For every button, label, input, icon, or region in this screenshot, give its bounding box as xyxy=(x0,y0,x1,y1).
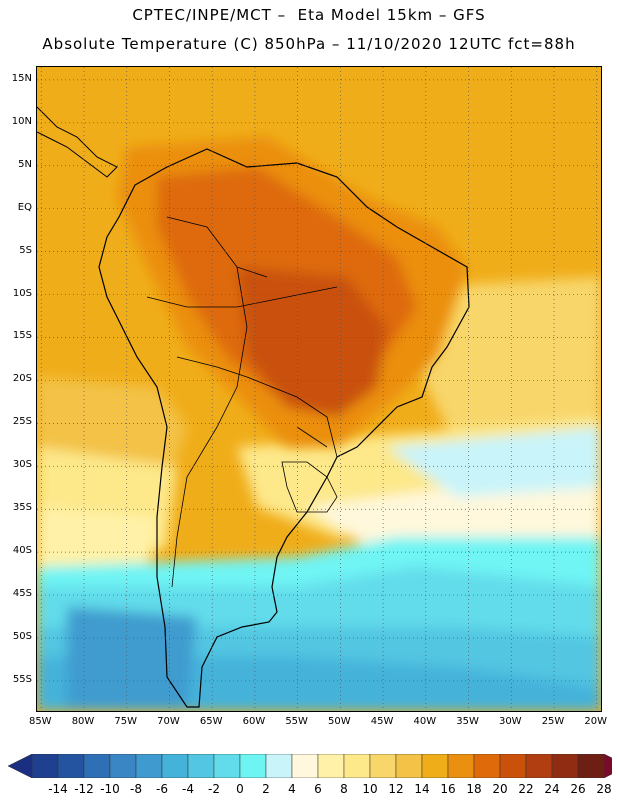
colorbar-tick-label: 26 xyxy=(570,782,586,796)
lon-label: 40W xyxy=(413,716,437,727)
colorbar-swatch xyxy=(317,754,345,778)
lat-label: 50S xyxy=(12,631,32,642)
map-title-line1: CPTEC/INPE/MCT – Eta Model 15km – GFS xyxy=(132,6,486,24)
colorbar-swatch xyxy=(57,754,85,778)
lat-label: 15S xyxy=(12,330,32,342)
colorbar-tick-label: 20 xyxy=(492,782,508,796)
colorbar-tick-label: 16 xyxy=(440,782,456,796)
colorbar-tick-label: -2 xyxy=(208,782,220,796)
lat-label: 25S xyxy=(12,416,32,428)
lon-label: 80W xyxy=(71,716,95,727)
colorbar-swatch xyxy=(499,754,527,778)
colorbar-tick-label: -10 xyxy=(100,782,120,796)
graticule xyxy=(37,67,601,711)
lon-label: 45W xyxy=(370,716,394,727)
lon-label: 30W xyxy=(498,716,522,727)
central-america-outline xyxy=(37,106,118,178)
colorbar-tick-label: -4 xyxy=(182,782,194,796)
lon-label: 65W xyxy=(199,716,223,727)
lat-label: 15N xyxy=(11,72,32,84)
lat-label: 30S xyxy=(12,459,32,471)
colorbar-tick-label: -6 xyxy=(156,782,168,796)
colorbar xyxy=(8,754,612,778)
colorbar-swatch xyxy=(187,754,215,778)
lat-label: EQ xyxy=(17,201,32,213)
colorbar-swatch xyxy=(291,754,319,778)
lon-label: 50W xyxy=(328,716,351,727)
colorbar-tick-label: 4 xyxy=(288,782,296,796)
colorbar-swatch xyxy=(369,754,397,778)
colorbar-tick-label: 22 xyxy=(518,782,534,796)
map-title-line2: Absolute Temperature (C) 850hPa – 11/10/… xyxy=(42,35,576,53)
colorbar-left-arrow xyxy=(8,754,33,778)
continent-warm-core xyxy=(117,137,467,447)
colorbar-tick-label: 8 xyxy=(340,782,348,796)
map-svg xyxy=(37,67,601,711)
lat-label: 20S xyxy=(12,373,32,385)
lat-label: 5N xyxy=(18,158,32,170)
lat-label: 45S xyxy=(12,588,32,600)
south-america-outline xyxy=(98,148,470,708)
lon-label: 75W xyxy=(114,716,138,727)
colorbar-swatch xyxy=(31,754,59,778)
lat-label: 10S xyxy=(12,287,32,299)
colorbar-swatch xyxy=(239,754,267,778)
colorbar-tick-label: 24 xyxy=(544,782,560,796)
colorbar-swatch xyxy=(109,754,137,778)
colorbar-swatch xyxy=(551,754,579,778)
colorbar-swatch xyxy=(83,754,111,778)
lon-label: 70W xyxy=(157,716,180,727)
colorbar-tick-label: -14 xyxy=(48,782,68,796)
lon-label: 25W xyxy=(541,716,565,727)
colorbar-swatch xyxy=(343,754,371,778)
colorbar-swatch xyxy=(577,754,605,778)
colorbar-tick-label: 2 xyxy=(262,782,270,796)
colorbar-tick-label: 18 xyxy=(466,782,482,796)
colorbar-swatch xyxy=(265,754,293,778)
temperature-map xyxy=(36,66,602,712)
lat-label: 35S xyxy=(12,502,32,514)
colorbar-swatch xyxy=(135,754,163,778)
colorbar-right-arrow xyxy=(603,754,612,778)
colorbar-swatch xyxy=(421,754,449,778)
colorbar-tick-label: 28 xyxy=(596,782,612,796)
colorbar-tick-label: -8 xyxy=(130,782,142,796)
colorbar-tick-label: 12 xyxy=(388,782,404,796)
lat-label: 55S xyxy=(12,673,32,685)
colorbar-swatch xyxy=(395,754,423,778)
colorbar-tick-label: 10 xyxy=(362,782,378,796)
colorbar-swatch xyxy=(161,754,189,778)
lon-label: 60W xyxy=(242,716,266,727)
colorbar-swatch xyxy=(213,754,241,778)
colorbar-swatch xyxy=(447,754,475,778)
colorbar-tick-label: 6 xyxy=(314,782,322,796)
lat-label: 40S xyxy=(12,545,32,557)
colorbar-swatch xyxy=(473,754,501,778)
colorbar-tick-label: 0 xyxy=(236,782,244,796)
lon-label: 85W xyxy=(28,716,52,727)
colorbar-tick-label: -12 xyxy=(74,782,94,796)
lat-label: 5S xyxy=(19,244,32,256)
lon-label: 35W xyxy=(456,716,479,727)
lat-label: 10N xyxy=(11,115,32,127)
colorbar-tick-label: 14 xyxy=(414,782,430,796)
colorbar-swatch xyxy=(525,754,553,778)
lon-label: 20W xyxy=(584,716,608,727)
country-borders xyxy=(146,216,338,588)
lon-label: 55W xyxy=(285,716,308,727)
